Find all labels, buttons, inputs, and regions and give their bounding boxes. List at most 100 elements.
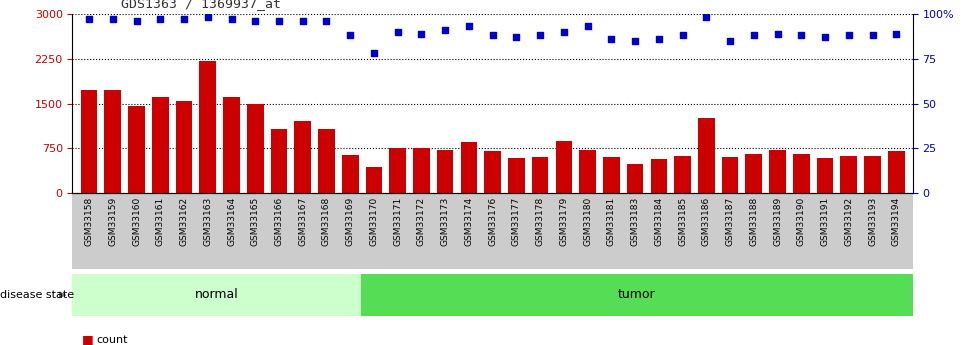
Bar (389, 148, 406, 193)
Bar (532, 157, 549, 193)
Text: GSM33183: GSM33183 (631, 197, 639, 246)
Text: count: count (97, 335, 128, 345)
Point (177, 17, 192, 22)
Text: GSM33167: GSM33167 (298, 197, 307, 246)
Text: GSM33191: GSM33191 (820, 197, 830, 246)
Point (343, 32, 358, 38)
Bar (674, 156, 691, 193)
Text: GSM33174: GSM33174 (465, 197, 473, 246)
Point (723, 38, 738, 43)
Text: GDS1363 / 1369937_at: GDS1363 / 1369937_at (121, 0, 281, 10)
Bar (247, 104, 264, 193)
Point (485, 32, 500, 38)
Bar (295, 121, 311, 193)
Bar (223, 97, 240, 193)
Text: GSM33180: GSM33180 (583, 197, 592, 246)
Point (627, 38, 642, 43)
Bar (152, 97, 169, 193)
Bar (698, 118, 715, 193)
Bar (342, 155, 358, 193)
Text: GSM33177: GSM33177 (512, 197, 521, 246)
Bar (722, 157, 738, 193)
Point (224, 17, 240, 22)
Point (841, 32, 857, 38)
Bar (840, 156, 857, 193)
Text: GSM33190: GSM33190 (797, 197, 806, 246)
Bar (793, 154, 810, 193)
Bar (461, 142, 477, 193)
Text: GSM33163: GSM33163 (203, 197, 213, 246)
Bar (318, 129, 335, 193)
Text: GSM33170: GSM33170 (369, 197, 379, 246)
Point (438, 27, 453, 33)
Text: GSM33178: GSM33178 (535, 197, 545, 246)
Bar (746, 154, 762, 193)
Bar (888, 151, 904, 193)
Text: GSM33173: GSM33173 (440, 197, 450, 246)
Text: GSM33169: GSM33169 (346, 197, 355, 246)
FancyBboxPatch shape (72, 274, 360, 316)
Text: tumor: tumor (618, 288, 656, 302)
Point (556, 29, 572, 34)
Text: GSM33160: GSM33160 (132, 197, 141, 246)
Text: GSM33162: GSM33162 (180, 197, 188, 246)
Text: GSM33158: GSM33158 (85, 197, 94, 246)
Text: GSM33194: GSM33194 (892, 197, 900, 246)
Text: GSM33192: GSM33192 (844, 197, 853, 246)
Bar (484, 151, 501, 193)
Bar (769, 150, 786, 193)
Text: GSM33188: GSM33188 (750, 197, 758, 246)
Point (81, 17, 97, 22)
Point (247, 18, 263, 24)
Point (461, 23, 476, 29)
Point (580, 23, 595, 29)
Bar (603, 157, 619, 193)
Text: GSM33166: GSM33166 (274, 197, 283, 246)
Point (793, 32, 809, 38)
Point (770, 31, 785, 36)
FancyBboxPatch shape (360, 274, 913, 316)
Point (128, 18, 144, 24)
Text: GSM33181: GSM33181 (607, 197, 616, 246)
Bar (128, 106, 145, 193)
Bar (865, 156, 881, 193)
Point (675, 32, 691, 38)
Text: GSM33164: GSM33164 (227, 197, 236, 246)
Point (153, 17, 168, 22)
Text: GSM33193: GSM33193 (868, 197, 877, 246)
Point (889, 31, 904, 36)
Bar (366, 167, 383, 193)
Point (366, 50, 382, 56)
Bar (413, 148, 430, 193)
Point (200, 14, 215, 20)
Text: GSM33179: GSM33179 (559, 197, 568, 246)
Text: GSM33159: GSM33159 (108, 197, 117, 246)
Bar (270, 129, 287, 193)
Point (651, 36, 667, 42)
Point (865, 32, 880, 38)
Text: ■: ■ (82, 333, 94, 345)
Text: GSM33168: GSM33168 (322, 197, 331, 246)
Bar (508, 158, 525, 193)
Point (817, 34, 833, 40)
Point (509, 34, 525, 40)
Bar (104, 90, 121, 193)
Point (413, 31, 429, 36)
Text: GSM33186: GSM33186 (702, 197, 711, 246)
Point (532, 32, 548, 38)
Text: GSM33172: GSM33172 (417, 197, 426, 246)
Point (604, 36, 619, 42)
Text: GSM33187: GSM33187 (725, 197, 734, 246)
Bar (816, 158, 834, 193)
Text: GSM33184: GSM33184 (654, 197, 664, 246)
Text: GSM33189: GSM33189 (773, 197, 782, 246)
Text: GSM33176: GSM33176 (488, 197, 497, 246)
Text: GSM33171: GSM33171 (393, 197, 402, 246)
Bar (176, 101, 192, 193)
Bar (580, 149, 596, 193)
Point (271, 18, 287, 24)
Point (295, 18, 310, 24)
Bar (650, 158, 668, 193)
Bar (437, 149, 453, 193)
Point (746, 32, 761, 38)
